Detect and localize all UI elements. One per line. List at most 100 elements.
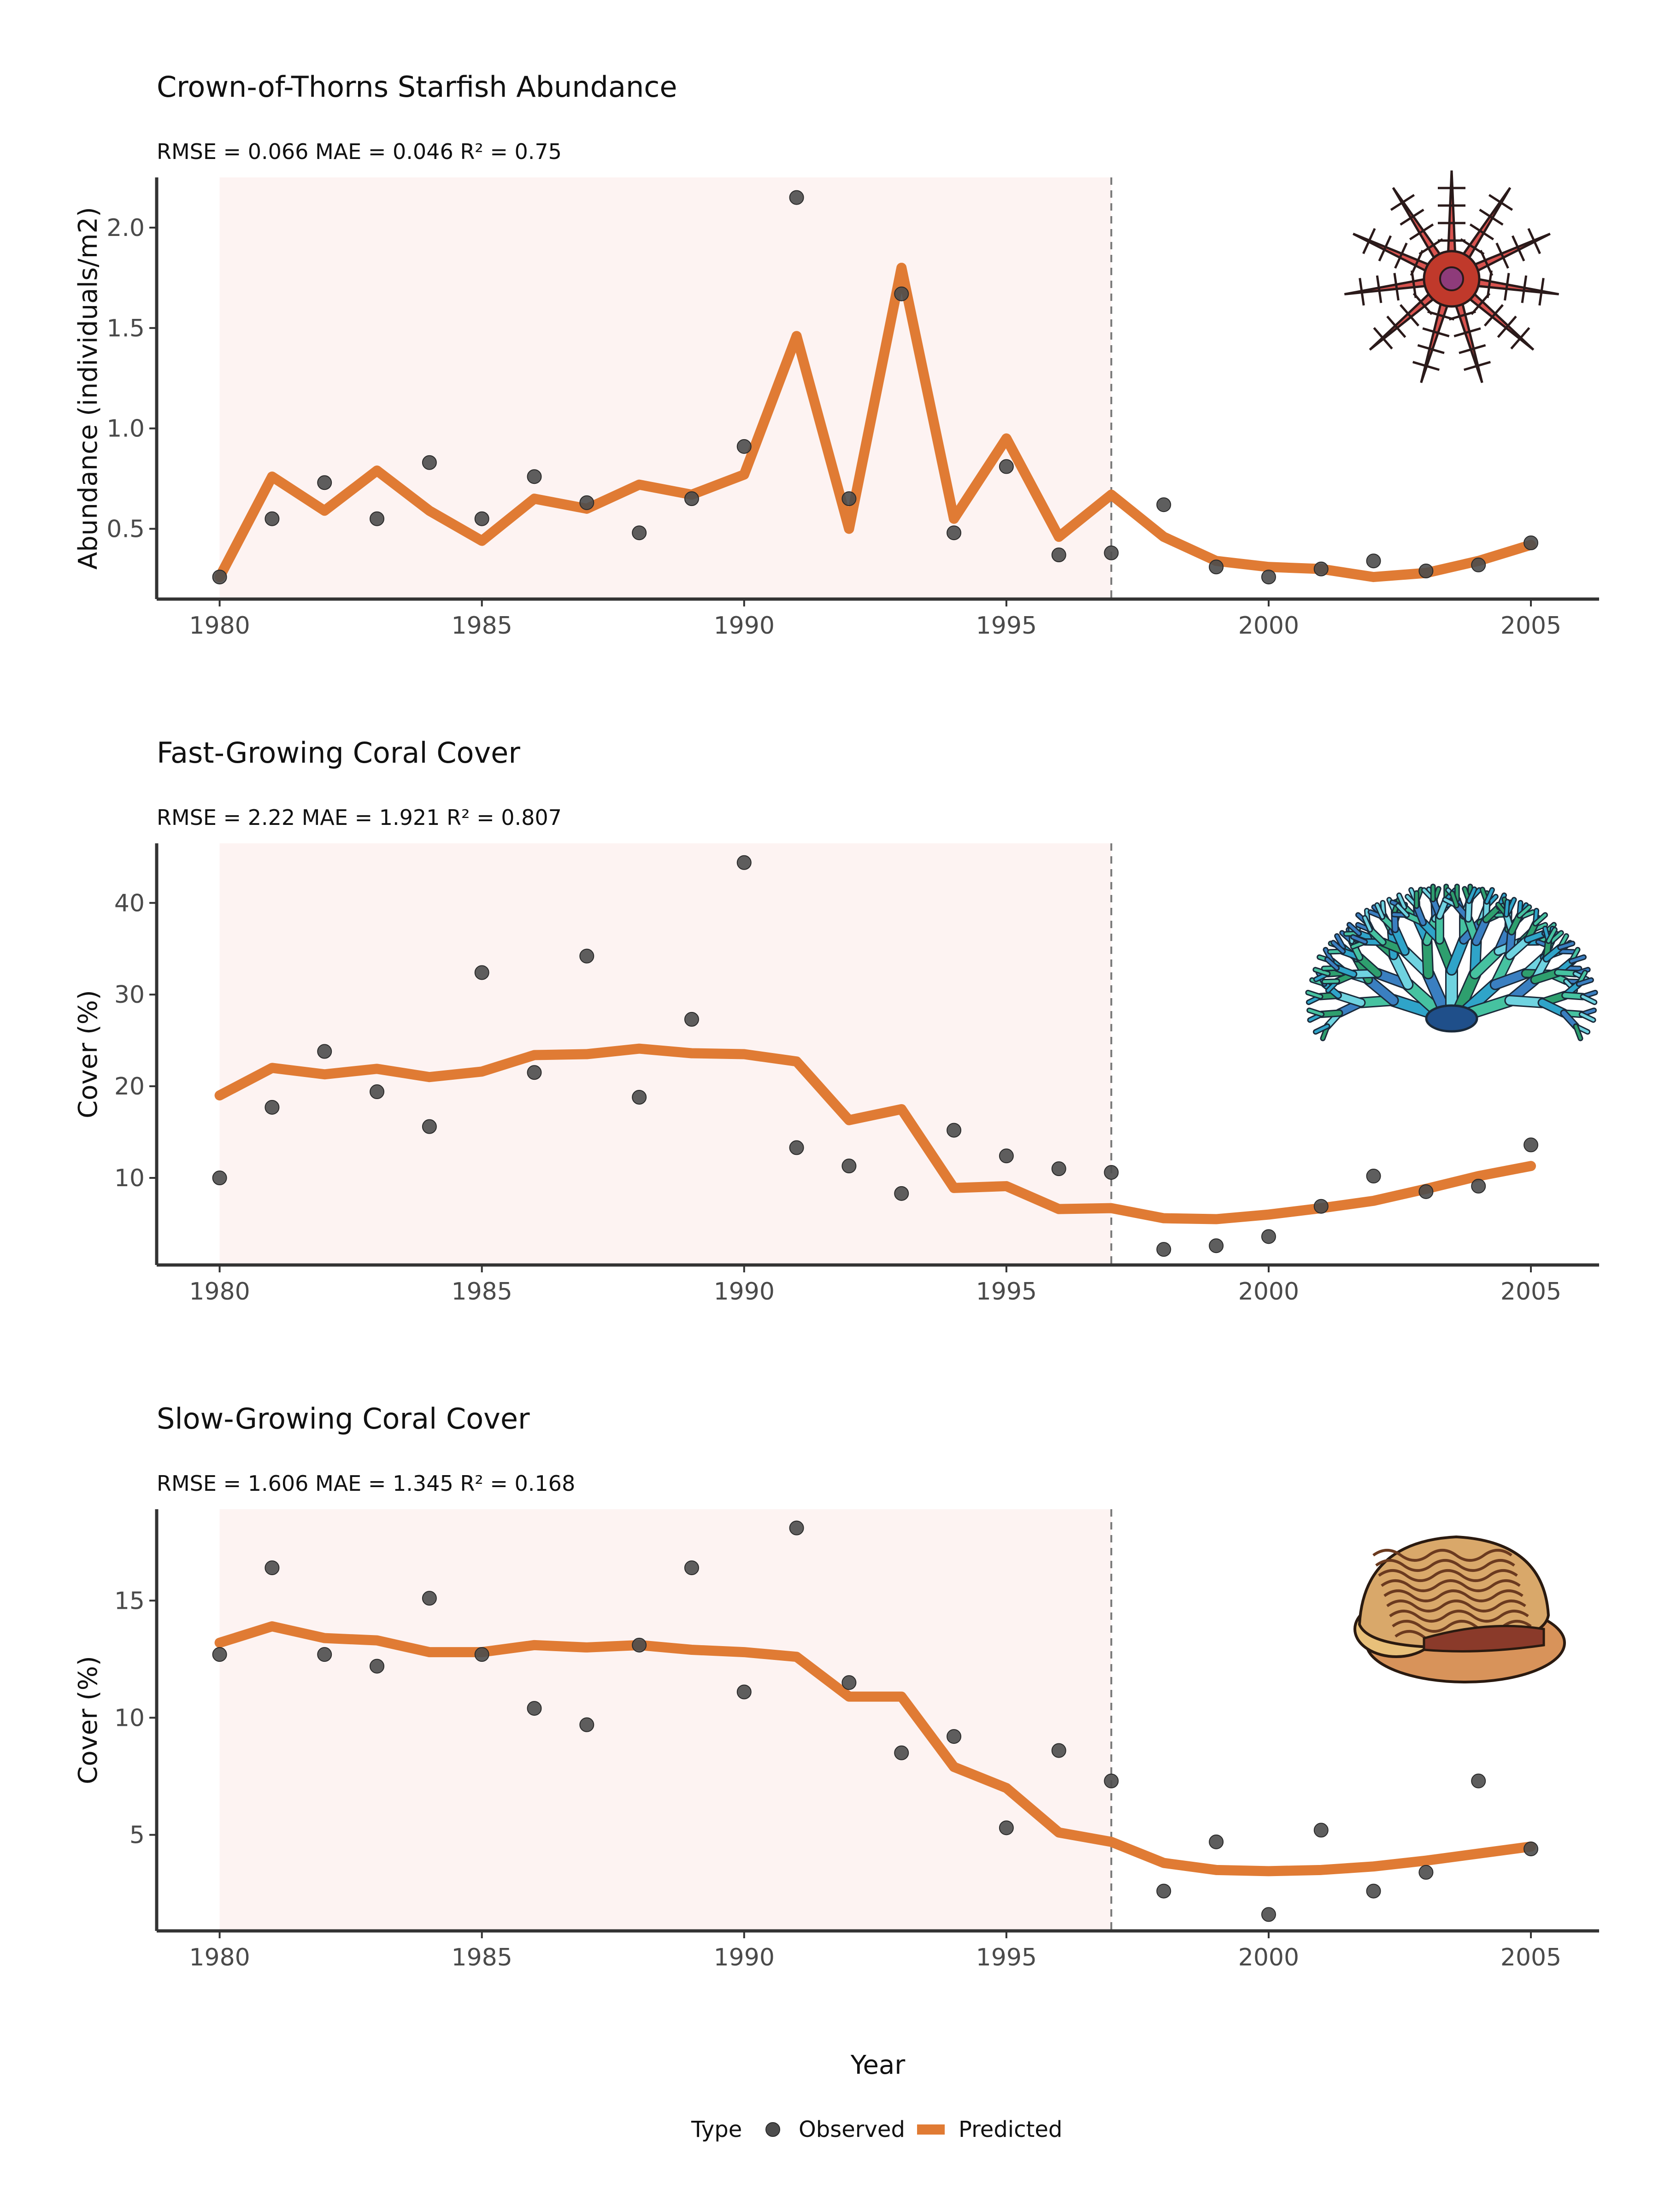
y-tick-label: 5 (129, 1822, 145, 1849)
legend-observed-label: Observed (799, 2117, 905, 2142)
observed-point (1209, 1238, 1224, 1253)
observed-point (1471, 1178, 1486, 1194)
observed-point (370, 1084, 385, 1100)
observed-point (579, 495, 594, 510)
observed-point (632, 525, 647, 541)
x-tick-label: 2005 (1500, 1944, 1561, 1971)
observed-point (527, 1701, 542, 1716)
chart-panel-2: Fast-Growing Coral Cover RMSE = 2.22 MAE … (73, 736, 1599, 1306)
observed-point (999, 459, 1014, 474)
observed-point (736, 1684, 752, 1700)
observed-point (1418, 564, 1434, 578)
y-tick-label: 20 (114, 1073, 145, 1100)
observed-point (999, 1148, 1014, 1164)
observed-point (736, 439, 752, 454)
observed-point (789, 1140, 804, 1155)
chart-panel-1: Crown-of-Thorns Starfish Abundance RMSE =… (73, 70, 1599, 640)
chart-panel-3: Slow-Growing Coral Cover RMSE = 1.606 MAE… (73, 1402, 1599, 1971)
x-tick-label: 1990 (714, 612, 775, 640)
observed-point (317, 475, 332, 490)
observed-point (1261, 570, 1276, 585)
y-tick-label: 30 (114, 981, 145, 1009)
y-tick-label: 1.0 (106, 415, 145, 443)
observed-point (1471, 1773, 1486, 1788)
predicted-line (214, 263, 1536, 582)
observed-point (212, 570, 227, 585)
training-region-shade (219, 1509, 1112, 1931)
observed-point (1156, 1242, 1171, 1257)
x-tick-label: 2000 (1238, 1278, 1299, 1306)
legend-title: Type (691, 2117, 742, 2142)
observed-point (1051, 547, 1066, 563)
starfish-icon (1344, 170, 1559, 383)
observed-point (1209, 1834, 1224, 1849)
observed-point (1104, 1165, 1119, 1180)
x-tick-label: 1985 (452, 1944, 512, 1971)
y-axis-label: Cover (%) (73, 990, 103, 1118)
y-tick-label: 0.5 (106, 516, 145, 543)
x-tick-label: 1980 (189, 612, 250, 640)
y-tick-label: 10 (114, 1165, 145, 1192)
brain-coral-icon (1353, 1535, 1566, 1683)
x-tick-label: 1985 (452, 1278, 512, 1306)
observed-point (1261, 1229, 1276, 1244)
observed-point (579, 1717, 594, 1732)
y-tick-label: 2.0 (106, 214, 145, 242)
observed-point (212, 1647, 227, 1662)
observed-point (474, 511, 489, 526)
chart-subtitle: RMSE = 2.22 MAE = 1.921 R² = 0.807 (157, 805, 562, 830)
y-tick-label: 15 (114, 1587, 145, 1615)
observed-point (370, 1659, 385, 1674)
chart-title: Fast-Growing Coral Cover (157, 736, 520, 770)
x-tick-label: 1990 (714, 1278, 775, 1306)
x-axis-title: Year (850, 2050, 906, 2080)
y-axis-label: Cover (%) (73, 1656, 103, 1784)
observed-point (474, 965, 489, 980)
observed-point (422, 1591, 437, 1606)
y-axis-label: Abundance (individuals/m2) (73, 207, 103, 570)
observed-point (894, 286, 909, 301)
chart-title: Crown-of-Thorns Starfish Abundance (157, 70, 677, 104)
observed-point (1313, 1199, 1329, 1214)
observed-point (1104, 1773, 1119, 1788)
observed-point (684, 1012, 699, 1027)
legend-observed-marker (765, 2122, 780, 2137)
observed-point (1366, 553, 1381, 569)
observed-point (212, 1171, 227, 1186)
observed-point (265, 1100, 280, 1115)
chart-subtitle: RMSE = 0.066 MAE = 0.046 R² = 0.75 (157, 139, 562, 164)
observed-point (317, 1044, 332, 1059)
observed-point (1051, 1743, 1066, 1758)
observed-point (841, 1159, 857, 1174)
observed-point (684, 1560, 699, 1576)
x-tick-label: 1980 (189, 1944, 250, 1971)
observed-point (1418, 1184, 1434, 1199)
observed-point (265, 511, 280, 526)
observed-point (894, 1745, 909, 1760)
observed-point (1471, 557, 1486, 572)
observed-point (1051, 1161, 1066, 1177)
observed-point (841, 1675, 857, 1690)
observed-point (1418, 1865, 1434, 1880)
observed-point (1524, 535, 1539, 550)
x-tick-label: 1995 (976, 1944, 1037, 1971)
observed-point (1156, 1883, 1171, 1899)
observed-point (422, 455, 437, 470)
legend: Type Observed Predicted (691, 2117, 1062, 2142)
observed-point (422, 1119, 437, 1134)
observed-point (265, 1560, 280, 1576)
observed-point (684, 491, 699, 506)
observed-point (947, 1123, 962, 1138)
observed-point (1209, 559, 1224, 575)
x-tick-label: 2005 (1500, 612, 1561, 640)
observed-point (1313, 561, 1329, 577)
observed-point (1524, 1137, 1539, 1153)
x-tick-label: 1985 (452, 612, 512, 640)
observed-point (1104, 545, 1119, 560)
observed-point (947, 1729, 962, 1744)
observed-point (317, 1647, 332, 1662)
observed-point (1261, 1907, 1276, 1922)
y-tick-label: 1.5 (106, 315, 145, 342)
observed-point (999, 1820, 1014, 1835)
